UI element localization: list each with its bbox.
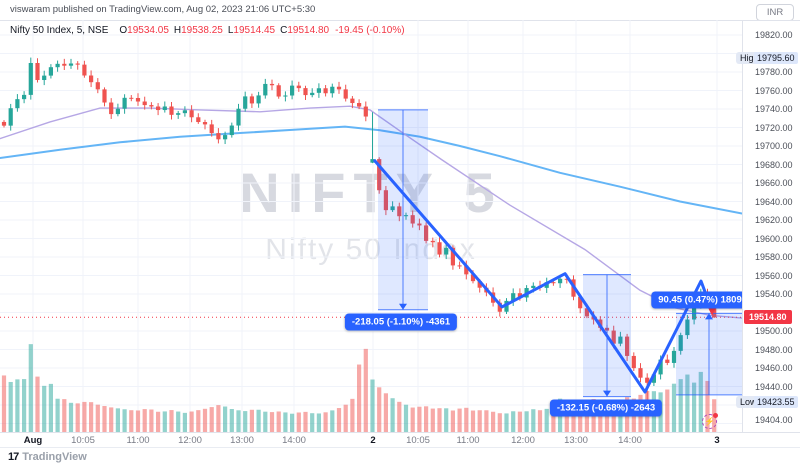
last-price-badge: 19514.80 — [744, 310, 792, 325]
time-tick: 3 — [714, 435, 720, 446]
footer: 17 TradingView — [8, 450, 87, 464]
legend-high-key: H — [173, 25, 182, 36]
low-value: 19423.55 — [754, 395, 798, 408]
time-tick: 12:00 — [511, 435, 535, 446]
price-tick: 19480.00 — [755, 344, 793, 355]
price-range-tools[interactable] — [378, 109, 742, 398]
time-tick: Aug — [23, 435, 43, 446]
header-divider — [0, 20, 800, 21]
price-tick: 19720.00 — [755, 122, 793, 133]
legend-low-key: L — [227, 25, 234, 36]
price-tick: 19600.00 — [755, 233, 793, 244]
legend-change: -19.45 (-0.10%) — [335, 25, 405, 36]
time-tick: 14:00 — [618, 435, 642, 446]
time-tick: 11:00 — [126, 435, 150, 446]
tradingview-logo-text[interactable]: TradingView — [22, 451, 87, 463]
price-tick: 19680.00 — [755, 159, 793, 170]
price-range-label-2[interactable]: -132.15 (-0.68%) -2643 — [549, 399, 663, 417]
time-tick: 14:00 — [282, 435, 306, 446]
price-tick: 19560.00 — [755, 270, 793, 281]
price-tick: 19540.00 — [755, 289, 793, 299]
grid-lines — [0, 20, 742, 432]
legend-close-value: 19514.80 — [287, 25, 330, 36]
legend-open-value: 19534.05 — [127, 25, 169, 36]
price-tick: 19740.00 — [755, 104, 793, 114]
price-range-label-3[interactable]: 90.45 (0.47%) 1809 — [651, 291, 742, 309]
price-tick: 19700.00 — [755, 141, 793, 151]
trend-zigzag[interactable] — [372, 158, 716, 394]
time-tick: 12:00 — [178, 435, 202, 446]
symbol-legend[interactable]: Nifty 50 Index, 5, NSE O19534.05 H19538.25… — [10, 25, 405, 36]
price-tick: 19780.00 — [755, 67, 793, 77]
price-tick: 19820.00 — [755, 30, 793, 40]
legend-low-value: 19514.45 — [233, 25, 276, 36]
price-tick: 19620.00 — [755, 215, 793, 225]
time-tick: 13:00 — [564, 435, 588, 446]
zigzag-end-arrow — [708, 307, 716, 316]
time-tick: 10:05 — [71, 435, 95, 446]
time-tick: 2 — [370, 435, 376, 446]
currency-button[interactable]: INR — [756, 4, 794, 21]
price-tick: 19440.00 — [755, 381, 793, 392]
price-tick: 19640.00 — [755, 196, 793, 207]
time-axis[interactable]: Aug 10:05 11:00 12:00 13:00 14:00 2 10:05 11:00 1… — [0, 432, 800, 448]
ma-cyan — [0, 125, 742, 215]
price-tick: 19500.00 — [755, 326, 793, 336]
price-tick: 19404.00 — [755, 414, 793, 425]
price-axis[interactable]: 19820.00 19780.00 19760.00 19740.00 19720.00… — [736, 20, 800, 432]
time-tick: 13:00 — [230, 435, 254, 446]
legend-high-value: 19538.25 — [181, 25, 223, 36]
time-tick: 11:00 — [456, 435, 480, 446]
chart-plot-area[interactable]: NIFTY 5 Nifty 50 Index Nifty 50 Index, 5… — [0, 20, 742, 432]
published-line: viswaram published on TradingView.com, A… — [10, 4, 316, 15]
price-tick: 19460.00 — [755, 363, 793, 373]
price-tick: 19580.00 — [755, 252, 793, 262]
axis-divider — [742, 20, 743, 448]
legend-open-key: O — [119, 25, 128, 36]
time-tick: 10:05 — [406, 435, 430, 446]
session-break-icon[interactable]: ⚡ — [702, 413, 718, 429]
legend-close-key: C — [280, 25, 288, 36]
tradingview-logo-icon[interactable]: 17 — [8, 451, 19, 463]
price-tick: 19760.00 — [755, 85, 793, 96]
chart-canvas[interactable] — [0, 20, 742, 432]
high-value: 19795.60 — [754, 51, 798, 64]
price-range-label-1[interactable]: -218.05 (-1.10%) -4361 — [344, 313, 458, 331]
legend-symbol[interactable]: Nifty 50 Index, 5, NSE — [10, 25, 109, 36]
price-tick: 19660.00 — [755, 178, 793, 188]
